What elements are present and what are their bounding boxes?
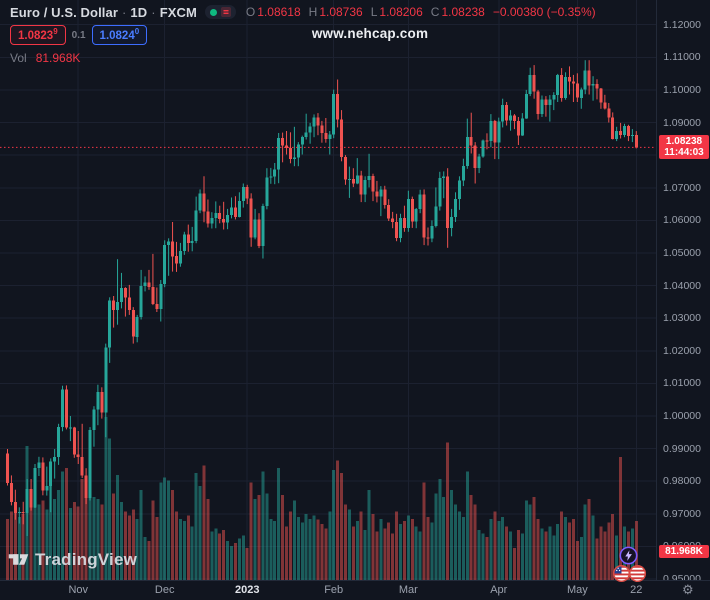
time-axis-label: Apr (490, 584, 508, 596)
ohlc-readout: O 1.08618 H 1.08736 L 1.08206 C 1.08238 −0.0… (245, 5, 596, 19)
sell-button[interactable]: 1.08239 (10, 25, 66, 45)
price-axis-label: 1.04000 (663, 279, 701, 292)
flag-icon-right[interactable] (628, 564, 647, 588)
buy-button[interactable]: 1.08240 (91, 25, 148, 45)
change-value: −0.00380 (−0.35%) (492, 5, 596, 19)
price-axis-label: 1.02000 (663, 344, 701, 357)
volume-badge: 81.968K (659, 545, 709, 558)
price-axis-label: 1.01000 (663, 377, 701, 390)
tradingview-mark-icon (8, 554, 29, 565)
price-axis-label: 1.11000 (663, 51, 701, 64)
time-axis-label: May (566, 584, 588, 596)
last-price-value: 1.08238 (665, 136, 703, 148)
interval-label: 1D (130, 4, 148, 20)
flag-icon-left[interactable] (612, 564, 631, 588)
site-watermark: www.nehcap.com (311, 26, 429, 41)
time-axis-label: Dec (154, 584, 175, 596)
price-axis-label: 0.97000 (663, 507, 701, 520)
symbol-status-pill[interactable] (204, 5, 236, 19)
time-axis-label: 22 (630, 584, 643, 596)
volume-readout: Vol 81.968K (10, 51, 81, 65)
time-axis[interactable]: Nov Dec 2023 Feb Mar Apr May 22 (0, 580, 710, 600)
price-axis-label: 1.12000 (663, 18, 701, 31)
price-axis-label: 1.07000 (663, 181, 701, 194)
time-axis-label: Feb (324, 584, 344, 596)
bar-countdown: 11:44:03 (664, 147, 704, 159)
price-axis-label: 1.09000 (663, 116, 701, 129)
price-axis-label: 1.05000 (663, 246, 701, 259)
boost-button[interactable] (619, 546, 638, 570)
close-value: 1.08238 (441, 5, 485, 19)
price-axis-label: 0.99000 (663, 442, 701, 455)
price-axis-label: 1.10000 (663, 83, 701, 96)
price-axis-label: 0.98000 (663, 475, 701, 488)
chart-legend: Euro / U.S. Dollar · 1D · FXCM O 1.08618 H 1.0… (10, 4, 596, 65)
price-axis-label: 1.03000 (663, 312, 701, 325)
tradingview-logo[interactable]: TradingView (8, 549, 137, 570)
last-price-badge: 1.08238 11:44:03 (659, 135, 709, 160)
open-value: 1.08618 (257, 5, 301, 19)
time-axis-label: 2023 (234, 584, 260, 596)
data-issue-icon (220, 7, 231, 17)
symbol-title[interactable]: Euro / U.S. Dollar · 1D · FXCM (10, 4, 197, 20)
market-open-dot-icon (209, 8, 217, 16)
spread-value: 0.1 (71, 29, 86, 41)
price-axis-label: 1.06000 (663, 214, 701, 227)
lightning-icon (619, 546, 638, 565)
high-value: 1.08736 (319, 5, 363, 19)
price-axis-label: 1.00000 (663, 410, 701, 423)
time-axis-label: Mar (398, 584, 418, 596)
exchange-label: FXCM (159, 4, 197, 20)
volume-value: 81.968K (35, 51, 81, 65)
gear-icon[interactable]: ⚙ (682, 582, 694, 597)
time-axis-label: Nov (68, 584, 89, 596)
price-axis[interactable]: 1.120001.110001.100001.090001.080001.070… (656, 0, 710, 585)
low-value: 1.08206 (379, 5, 423, 19)
